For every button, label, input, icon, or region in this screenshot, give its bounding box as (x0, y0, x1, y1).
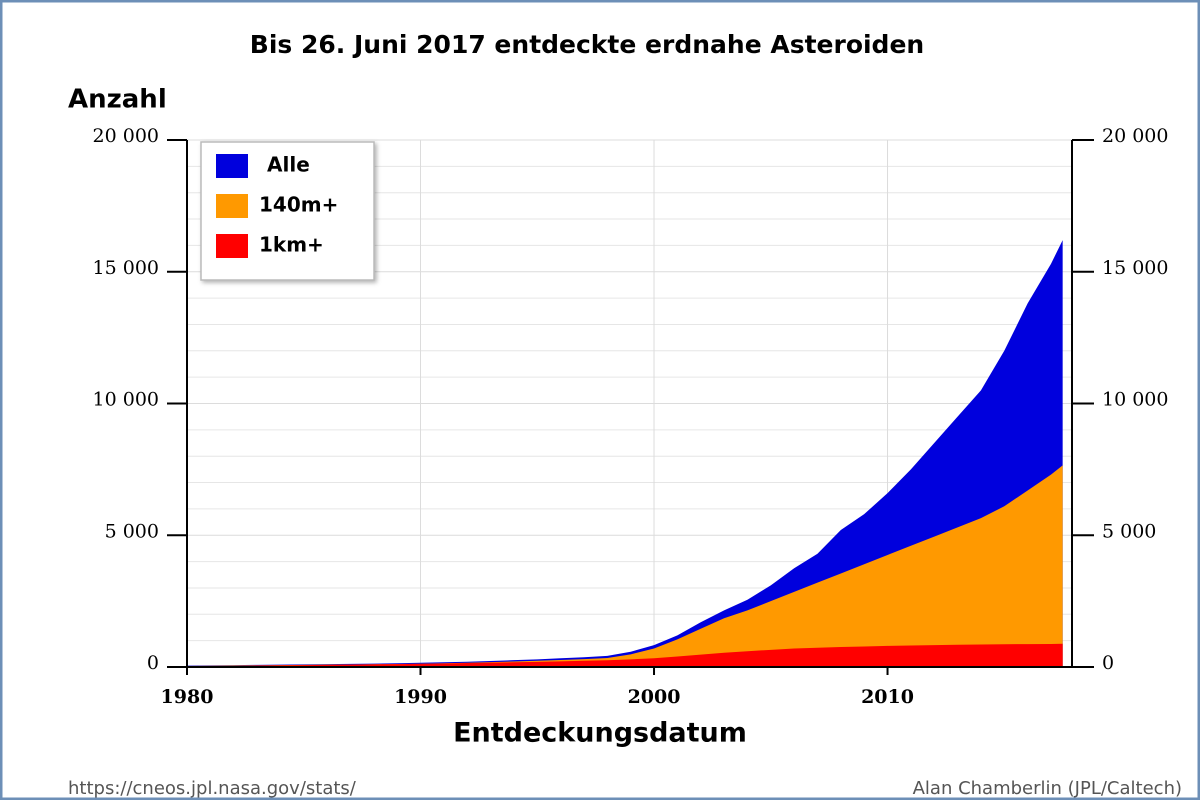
area (187, 240, 1063, 667)
area (187, 465, 1063, 667)
legend-swatch (216, 194, 248, 218)
y2-tick-label: 20 000 (1102, 125, 1168, 147)
y2-tick-label: 5 000 (1102, 520, 1156, 542)
y2-tick-label: 0 (1102, 652, 1114, 674)
y2-tick-label: 10 000 (1102, 389, 1168, 411)
credit: Alan Chamberlin (JPL/Caltech) (913, 778, 1182, 799)
chart-title: Bis 26. Juni 2017 entdeckte erdnahe Aste… (250, 30, 924, 59)
legend-swatch (216, 234, 248, 258)
y-tick-label: 15 000 (93, 257, 159, 279)
axes: 0 0 5 000 5 000 10 000 10 000 15 000 15 000 20 0… (93, 125, 1169, 708)
y2-tick-label: 15 000 (1102, 257, 1168, 279)
y-tick-label: 5 000 (105, 520, 159, 542)
legend: Alle 140m+ 1km+ (200, 141, 375, 281)
area (187, 643, 1063, 667)
source: https://cneos.jpl.nasa.gov/stats/ (68, 778, 357, 799)
x-axis-title: Entdeckungsdatum (453, 718, 747, 749)
y-axis-title: Anzahl (68, 85, 167, 115)
x-tick-label: 1990 (394, 686, 447, 708)
legend-label: 1km+ (259, 233, 324, 257)
legend-label: 140m+ (259, 193, 338, 217)
areas (187, 240, 1063, 667)
x-tick-label: 2000 (628, 686, 681, 708)
x-tick-label: 2010 (861, 686, 914, 708)
y-tick-label: 10 000 (93, 389, 159, 411)
y-tick-label: 0 (147, 652, 159, 674)
legend-swatch (216, 154, 248, 178)
legend-label: Alle (267, 153, 310, 177)
x-tick-label: 1980 (161, 686, 214, 708)
y-tick-label: 20 000 (93, 125, 159, 147)
